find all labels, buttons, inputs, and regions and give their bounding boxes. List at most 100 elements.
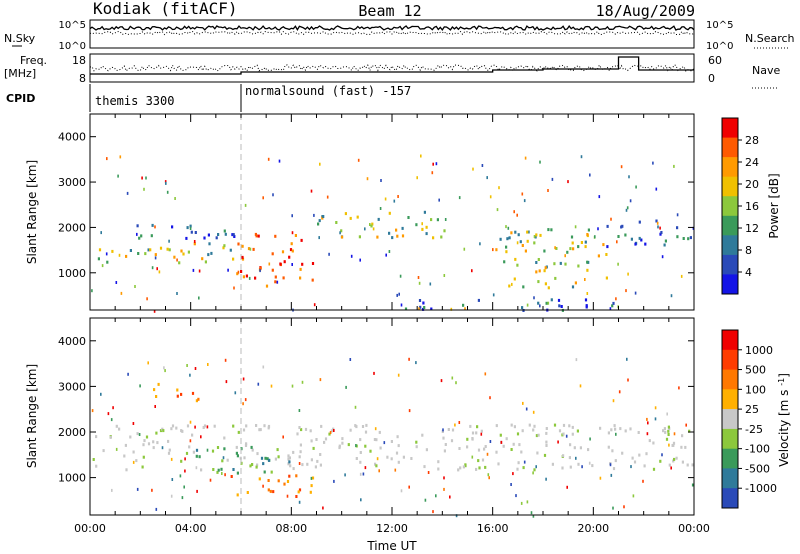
- scatter-cell-246: [117, 174, 119, 178]
- scatter-cell-92: [142, 443, 145, 447]
- nsearch-label: N.Search: [745, 32, 795, 45]
- scatter-cell-28: [149, 248, 152, 252]
- scatter-cell-0: [324, 437, 328, 441]
- scatter-cell-57: [569, 465, 572, 469]
- date-title: 18/Aug/2009: [596, 2, 695, 20]
- scatter-cell-241: [673, 164, 675, 168]
- scatter-cell-7: [180, 249, 183, 253]
- scatter-cell-416: [545, 477, 547, 481]
- scatter-cell-21: [200, 468, 203, 472]
- colorbar-tick-label-5: 8: [745, 244, 752, 257]
- scatter-cell-138: [659, 459, 662, 463]
- scatter-cell-168: [517, 233, 520, 237]
- scatter-cell-47: [171, 225, 174, 229]
- x-tick-label-4: 16:00: [477, 522, 509, 535]
- scatter-cell-51: [118, 427, 121, 431]
- scatter-cell-262: [267, 157, 270, 161]
- scatter-cell-174: [495, 450, 498, 454]
- scatter-cell-12: [208, 242, 211, 246]
- scatter-cell-446: [575, 358, 578, 362]
- scatter-cell-441: [154, 405, 156, 408]
- velocity-y-axis: 1000 2000 3000 4000: [58, 335, 694, 485]
- scatter-cell-188: [562, 432, 565, 436]
- scatter-cell-272: [176, 292, 178, 295]
- scatter-cell-120: [430, 218, 433, 222]
- scatter-cell-208: [662, 429, 665, 433]
- scatter-cell-223: [671, 444, 674, 447]
- scatter-cell-462: [257, 382, 260, 386]
- scatter-cell-384: [454, 423, 456, 427]
- scatter-cell-8: [207, 253, 210, 257]
- scatter-cell-117: [401, 226, 404, 230]
- scatter-cell-125: [514, 257, 517, 261]
- scatter-cell-390: [547, 301, 550, 305]
- scatter-cell-226: [545, 301, 548, 305]
- scatter-cell-89: [358, 235, 361, 239]
- scatter-cell-179: [614, 459, 617, 463]
- scatter-cell-193: [299, 450, 302, 454]
- scatter-cell-64: [359, 451, 362, 454]
- scatter-cell-382: [661, 453, 663, 457]
- scatter-cell-162: [607, 445, 610, 449]
- scatter-cell-271: [498, 186, 500, 190]
- scatter-cell-170: [495, 248, 498, 252]
- scatter-cell-363: [554, 246, 556, 250]
- colorbar-swatch-2: [722, 369, 738, 390]
- scatter-cell-474: [647, 421, 649, 425]
- scatter-cell-62: [591, 464, 594, 468]
- scatter-cell-208: [682, 237, 685, 240]
- scatter-cell-327: [507, 226, 510, 230]
- scatter-cell-112: [388, 231, 391, 235]
- velocity-ylabel: Slant Range [km]: [25, 364, 39, 468]
- scatter-cell-11: [553, 423, 557, 427]
- scatter-cell-479: [489, 440, 492, 443]
- scatter-cell-309: [574, 225, 577, 229]
- scatter-cell-91: [340, 229, 343, 233]
- scatter-cell-149: [466, 445, 469, 449]
- scatter-cell-25: [223, 244, 226, 248]
- scatter-cell-445: [581, 465, 583, 469]
- scatter-cell-98: [298, 455, 301, 459]
- scatter-cell-33: [464, 463, 467, 467]
- scatter-cell-339: [298, 500, 301, 504]
- scatter-cell-370: [291, 384, 294, 388]
- scatter-cell-182: [510, 448, 513, 451]
- freq-left-tick-top: 18: [72, 54, 86, 67]
- scatter-cell-121: [370, 224, 373, 228]
- scatter-cell-50: [292, 467, 295, 471]
- scatter-cell-17: [166, 247, 169, 251]
- scatter-cell-351: [408, 485, 410, 489]
- scatter-cell-438: [522, 401, 524, 405]
- scatter-cell-331: [598, 195, 601, 199]
- scatter-cell-6: [535, 434, 538, 438]
- scatter-cell-358: [438, 198, 440, 202]
- scatter-cell-480: [333, 429, 335, 432]
- scatter-cell-32: [390, 440, 393, 443]
- scatter-cell-297: [319, 162, 321, 166]
- scatter-cell-321: [176, 394, 179, 398]
- scatter-cell-127: [587, 228, 590, 232]
- scatter-cell-180: [566, 250, 569, 254]
- scatter-cell-339: [435, 162, 438, 166]
- scatter-cell-458: [189, 420, 192, 424]
- scatter-cell-201: [689, 236, 692, 240]
- scatter-cell-14: [144, 252, 147, 256]
- scatter-cell-332: [479, 242, 481, 246]
- scatter-cell-417: [525, 407, 528, 411]
- scatter-cell-155: [256, 452, 259, 456]
- scatter-cell-350: [200, 435, 202, 439]
- scatter-cell-269: [223, 447, 226, 451]
- scatter-cell-214: [418, 299, 422, 302]
- scatter-cell-91: [569, 443, 572, 447]
- scatter-cell-278: [216, 470, 219, 474]
- scatter-cell-392: [692, 226, 695, 230]
- scatter-cell-270: [661, 255, 664, 259]
- scatter-cell-304: [584, 278, 586, 281]
- scatter-cell-121: [624, 429, 627, 433]
- scatter-cell-2: [571, 425, 574, 429]
- scatter-cell-393: [118, 253, 121, 257]
- scatter-cell-59: [142, 455, 145, 459]
- scatter-cell-137: [249, 464, 252, 468]
- scatter-cell-369: [154, 225, 156, 229]
- scatter-cell-229: [550, 298, 553, 302]
